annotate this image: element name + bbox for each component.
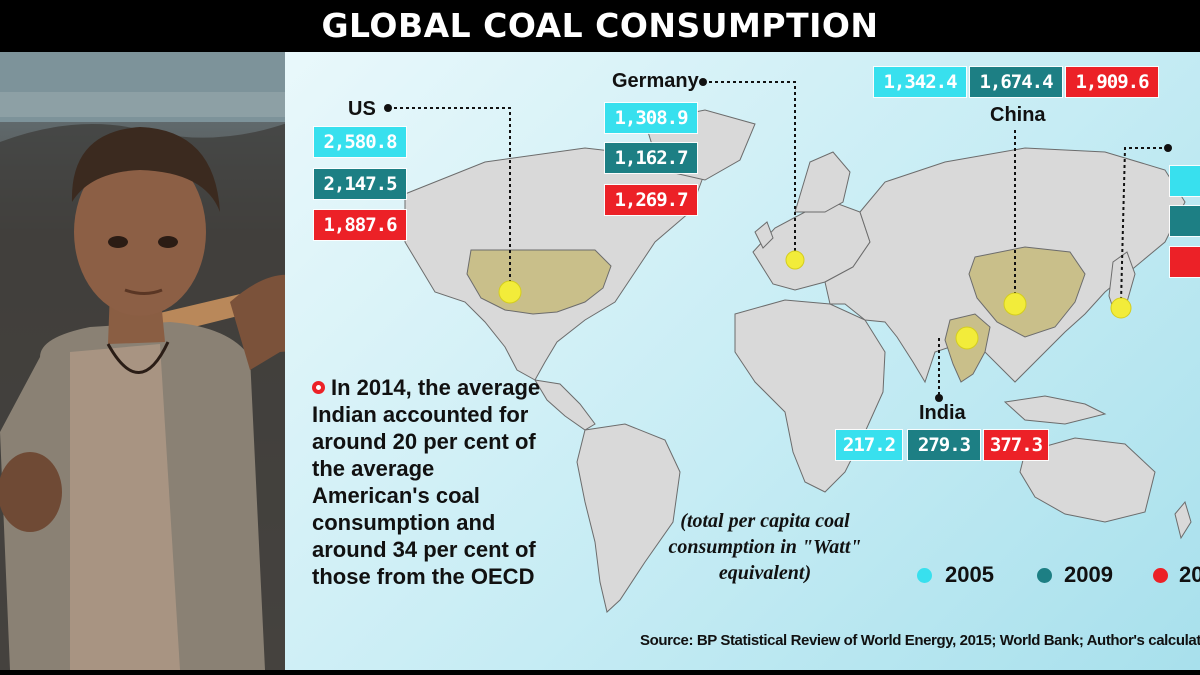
note-body: In 2014, the average Indian accounted fo…: [312, 375, 541, 589]
legend: 2005 2009 2014: [915, 558, 1200, 592]
chart-title: GLOBAL COAL CONSUMPTION: [321, 6, 879, 45]
australia-shape: [1019, 437, 1156, 523]
us-leader-dot: [384, 104, 392, 112]
japan-leader-dot: [1164, 144, 1172, 152]
legend-label-2014: 2014: [1179, 562, 1200, 587]
india-value-2009: 279.3: [908, 430, 980, 460]
note-text: In 2014, the average Indian accounted fo…: [312, 374, 552, 590]
japan-value-2014: [1170, 247, 1200, 277]
india-marker: [955, 326, 979, 350]
germany-value-2014: 1,269.7: [605, 185, 697, 215]
coal-worker-photo: [0, 52, 290, 670]
china-marker: [1003, 292, 1027, 316]
legend-dot-2009: [1037, 568, 1052, 583]
scandinavia-shape: [794, 151, 851, 213]
india-leader-dot: [935, 394, 943, 402]
germany-marker: [785, 250, 805, 270]
new-zealand-shape: [1174, 500, 1192, 540]
legend-label-2009: 2009: [1064, 562, 1113, 587]
southeast-asia-islands-shape: [1003, 395, 1107, 425]
legend-label-2005: 2005: [945, 562, 994, 587]
africa-shape: [734, 299, 886, 493]
germany-leader-dot: [699, 78, 707, 86]
germany-value-2005: 1,308.9: [605, 103, 697, 133]
south-america-shape: [576, 423, 681, 613]
japan-value-2005: [1170, 166, 1200, 196]
country-label-india: India: [919, 402, 966, 424]
china-value-2005: 1,342.4: [874, 67, 966, 97]
us-leader-line: [388, 107, 511, 292]
china-value-2014: 1,909.6: [1066, 67, 1158, 97]
japan-marker: [1110, 297, 1132, 319]
country-label-us: US: [348, 98, 376, 120]
japan-value-2009: [1170, 206, 1200, 236]
germany-leader-line: [703, 81, 796, 262]
bullet-icon: [312, 381, 325, 394]
coal-worker-illustration: [0, 52, 290, 670]
source-note: Source: BP Statistical Review of World E…: [640, 632, 1200, 649]
india-value-2005: 217.2: [836, 430, 902, 460]
bottom-bar: [0, 670, 1200, 675]
country-label-china: China: [990, 104, 1046, 126]
us-value-2005: 2,580.8: [314, 127, 406, 157]
legend-dot-2005: [917, 568, 932, 583]
unit-caption: (total per capita coal consumption in "W…: [668, 510, 862, 584]
india-value-2014: 377.3: [984, 430, 1048, 460]
germany-value-2009: 1,162.7: [605, 143, 697, 173]
japan-leader-line: [1120, 147, 1168, 303]
country-label-germany: Germany: [612, 70, 699, 92]
us-marker: [498, 280, 522, 304]
legend-dot-2014: [1153, 568, 1168, 583]
china-highlight: [968, 246, 1086, 338]
china-value-2009: 1,674.4: [970, 67, 1062, 97]
uk-shape: [754, 221, 774, 249]
us-value-2014: 1,887.6: [314, 210, 406, 240]
us-value-2009: 2,147.5: [314, 169, 406, 199]
title-bar: GLOBAL COAL CONSUMPTION: [0, 0, 1200, 52]
central-america-shape: [534, 379, 596, 431]
